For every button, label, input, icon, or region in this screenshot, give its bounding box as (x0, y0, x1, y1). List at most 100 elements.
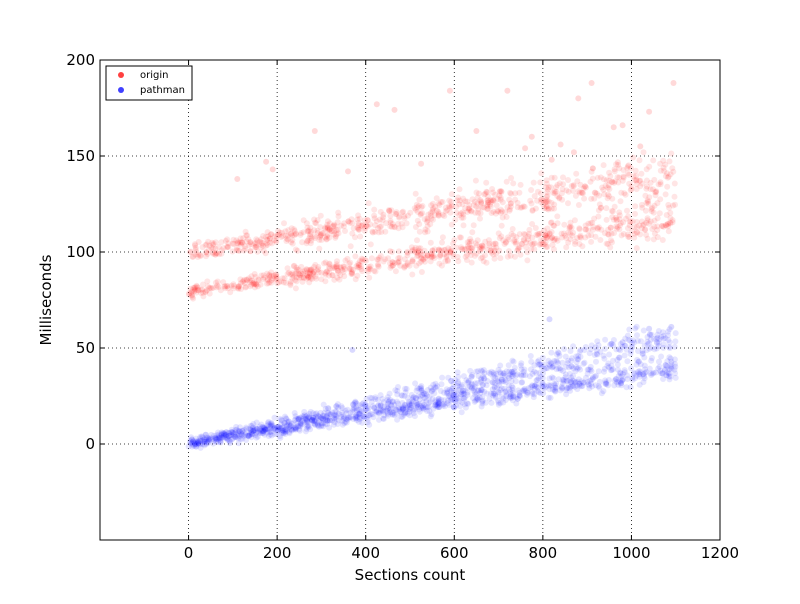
scatter-point-pathman (215, 434, 222, 441)
scatter-point-origin (348, 269, 355, 276)
scatter-point-origin (625, 213, 632, 220)
scatter-point-origin (633, 245, 640, 252)
scatter-point-pathman (279, 427, 285, 434)
scatter-point-pathman (446, 401, 453, 408)
scatter-point-origin (640, 149, 647, 156)
scatter-point-pathman (551, 358, 558, 365)
scatter-point-origin (614, 159, 621, 166)
scatter-point-origin (348, 216, 355, 223)
scatter-point-origin (342, 257, 349, 264)
scatter-point-pathman (415, 392, 422, 399)
scatter-point-origin (202, 289, 209, 296)
scatter-point-pathman (608, 362, 615, 369)
scatter-point-origin (545, 206, 552, 213)
scatter-point-origin (579, 189, 586, 196)
scatter-point-origin (349, 270, 355, 277)
scatter-point-pathman (401, 410, 408, 417)
scatter-point-pathman (464, 391, 471, 398)
scatter-point-pathman (387, 409, 394, 416)
scatter-point-origin (308, 266, 315, 273)
scatter-point-origin (195, 284, 201, 291)
scatter-point-origin (256, 238, 263, 245)
scatter-point-pathman (546, 383, 553, 390)
scatter-point-pathman (435, 396, 442, 403)
scatter-point-origin (314, 227, 321, 234)
scatter-point-origin (304, 237, 311, 244)
scatter-point-origin (544, 230, 551, 237)
scatter-point-origin (311, 264, 318, 270)
scatter-point-pathman (319, 420, 326, 427)
scatter-point-pathman (502, 388, 509, 395)
scatter-point-origin (531, 193, 538, 200)
scatter-point-pathman (540, 370, 546, 377)
scatter-point-origin (610, 216, 617, 223)
scatter-point-pathman (431, 402, 438, 409)
scatter-point-pathman (524, 391, 530, 398)
scatter-point-origin (656, 210, 663, 217)
scatter-point-origin (375, 229, 382, 236)
scatter-point-pathman (502, 377, 509, 384)
scatter-point-origin (607, 244, 614, 251)
scatter-point-pathman (323, 417, 330, 424)
scatter-point-pathman (233, 423, 240, 430)
scatter-point-origin (330, 231, 337, 238)
scatter-point-origin (610, 124, 617, 131)
scatter-point-origin (512, 240, 519, 247)
x-tick-label: 1000 (612, 544, 650, 562)
scatter-point-origin (524, 249, 531, 256)
scatter-point-origin (648, 206, 655, 212)
scatter-point-pathman (585, 381, 592, 388)
scatter-point-origin (638, 201, 645, 208)
scatter-point-origin (307, 267, 314, 274)
scatter-point-pathman (423, 398, 430, 405)
scatter-point-pathman (210, 440, 217, 447)
scatter-point-origin (643, 219, 650, 226)
scatter-point-origin (458, 234, 464, 241)
scatter-point-origin (273, 238, 280, 245)
scatter-point-origin (324, 224, 331, 231)
scatter-point-pathman (602, 380, 609, 387)
scatter-point-origin (436, 202, 443, 209)
scatter-point-pathman (395, 400, 401, 407)
scatter-point-pathman (604, 363, 611, 369)
scatter-point-origin (492, 191, 499, 198)
scatter-point-origin (366, 265, 373, 272)
scatter-point-pathman (261, 424, 267, 431)
scatter-point-origin (375, 225, 381, 232)
scatter-point-origin (565, 188, 572, 195)
scatter-point-origin (646, 220, 653, 227)
scatter-point-pathman (215, 436, 222, 443)
scatter-point-pathman (197, 438, 204, 444)
scatter-point-origin (474, 242, 480, 249)
scatter-point-pathman (580, 379, 587, 386)
scatter-point-origin (202, 242, 209, 249)
scatter-point-pathman (282, 428, 289, 435)
scatter-point-origin (233, 237, 240, 244)
scatter-point-origin (268, 272, 275, 279)
scatter-point-pathman (406, 401, 413, 408)
scatter-point-origin (312, 273, 319, 280)
scatter-point-origin (262, 250, 269, 257)
scatter-point-origin (528, 133, 535, 140)
scatter-point-origin (446, 204, 453, 211)
scatter-point-origin (503, 178, 510, 185)
scatter-point-origin (386, 208, 393, 214)
scatter-point-pathman (483, 382, 490, 389)
scatter-point-pathman (635, 369, 641, 375)
scatter-point-origin (247, 277, 254, 284)
scatter-point-origin (376, 223, 383, 230)
scatter-point-origin (428, 202, 435, 209)
scatter-point-origin (644, 215, 651, 222)
scatter-point-pathman (269, 422, 276, 429)
scatter-point-origin (525, 236, 531, 243)
scatter-point-pathman (252, 432, 259, 438)
scatter-point-pathman (364, 407, 371, 414)
scatter-point-origin (627, 187, 634, 194)
scatter-point-origin (380, 258, 387, 265)
scatter-point-origin (273, 233, 280, 240)
scatter-point-pathman (237, 436, 244, 442)
scatter-point-origin (447, 248, 454, 255)
scatter-point-origin (504, 253, 511, 260)
scatter-point-pathman (411, 406, 418, 413)
